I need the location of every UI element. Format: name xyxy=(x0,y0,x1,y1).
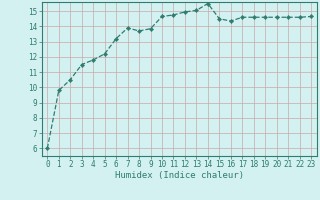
X-axis label: Humidex (Indice chaleur): Humidex (Indice chaleur) xyxy=(115,171,244,180)
